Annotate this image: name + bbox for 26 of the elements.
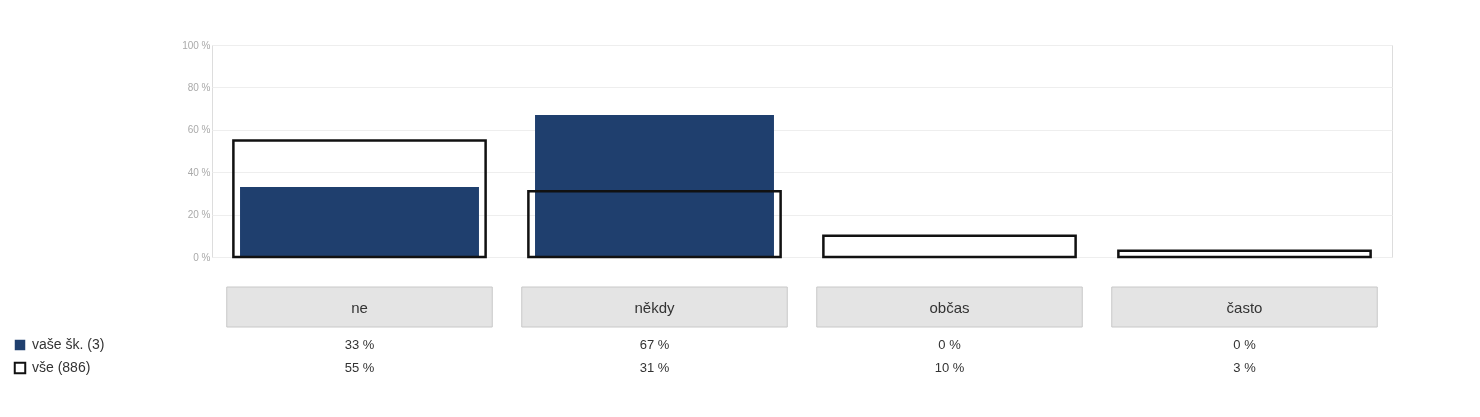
y-tick-label: 40 % bbox=[187, 166, 211, 178]
x-tick-label: ne bbox=[351, 299, 368, 316]
bar bbox=[535, 114, 774, 257]
data-label: 0 % bbox=[938, 337, 962, 352]
x-tick-label: někdy bbox=[634, 299, 676, 316]
bar bbox=[240, 187, 479, 257]
data-label: 55 % bbox=[344, 360, 375, 375]
bar bbox=[527, 190, 782, 259]
y-tick-label: 80 % bbox=[187, 81, 211, 93]
legend-label: vše (886) bbox=[32, 359, 91, 375]
data-label: 67 % bbox=[639, 337, 670, 352]
x-tick-label: občas bbox=[929, 299, 970, 316]
data-label: 3 % bbox=[1233, 360, 1257, 375]
y-tick-label: 0 % bbox=[193, 251, 211, 263]
bar bbox=[1117, 249, 1372, 259]
data-label: 33 % bbox=[344, 337, 375, 352]
y-tick-label: 20 % bbox=[187, 209, 211, 221]
data-label: 10 % bbox=[934, 360, 965, 375]
y-tick-label: 60 % bbox=[187, 124, 211, 136]
data-label: 0 % bbox=[1233, 337, 1257, 352]
data-label: 31 % bbox=[639, 360, 670, 375]
bar bbox=[232, 139, 487, 259]
y-tick-label: 100 % bbox=[182, 39, 211, 51]
bar bbox=[822, 234, 1077, 259]
legend-label: vaše šk. (3) bbox=[32, 336, 105, 352]
x-tick-label: často bbox=[1226, 299, 1263, 316]
